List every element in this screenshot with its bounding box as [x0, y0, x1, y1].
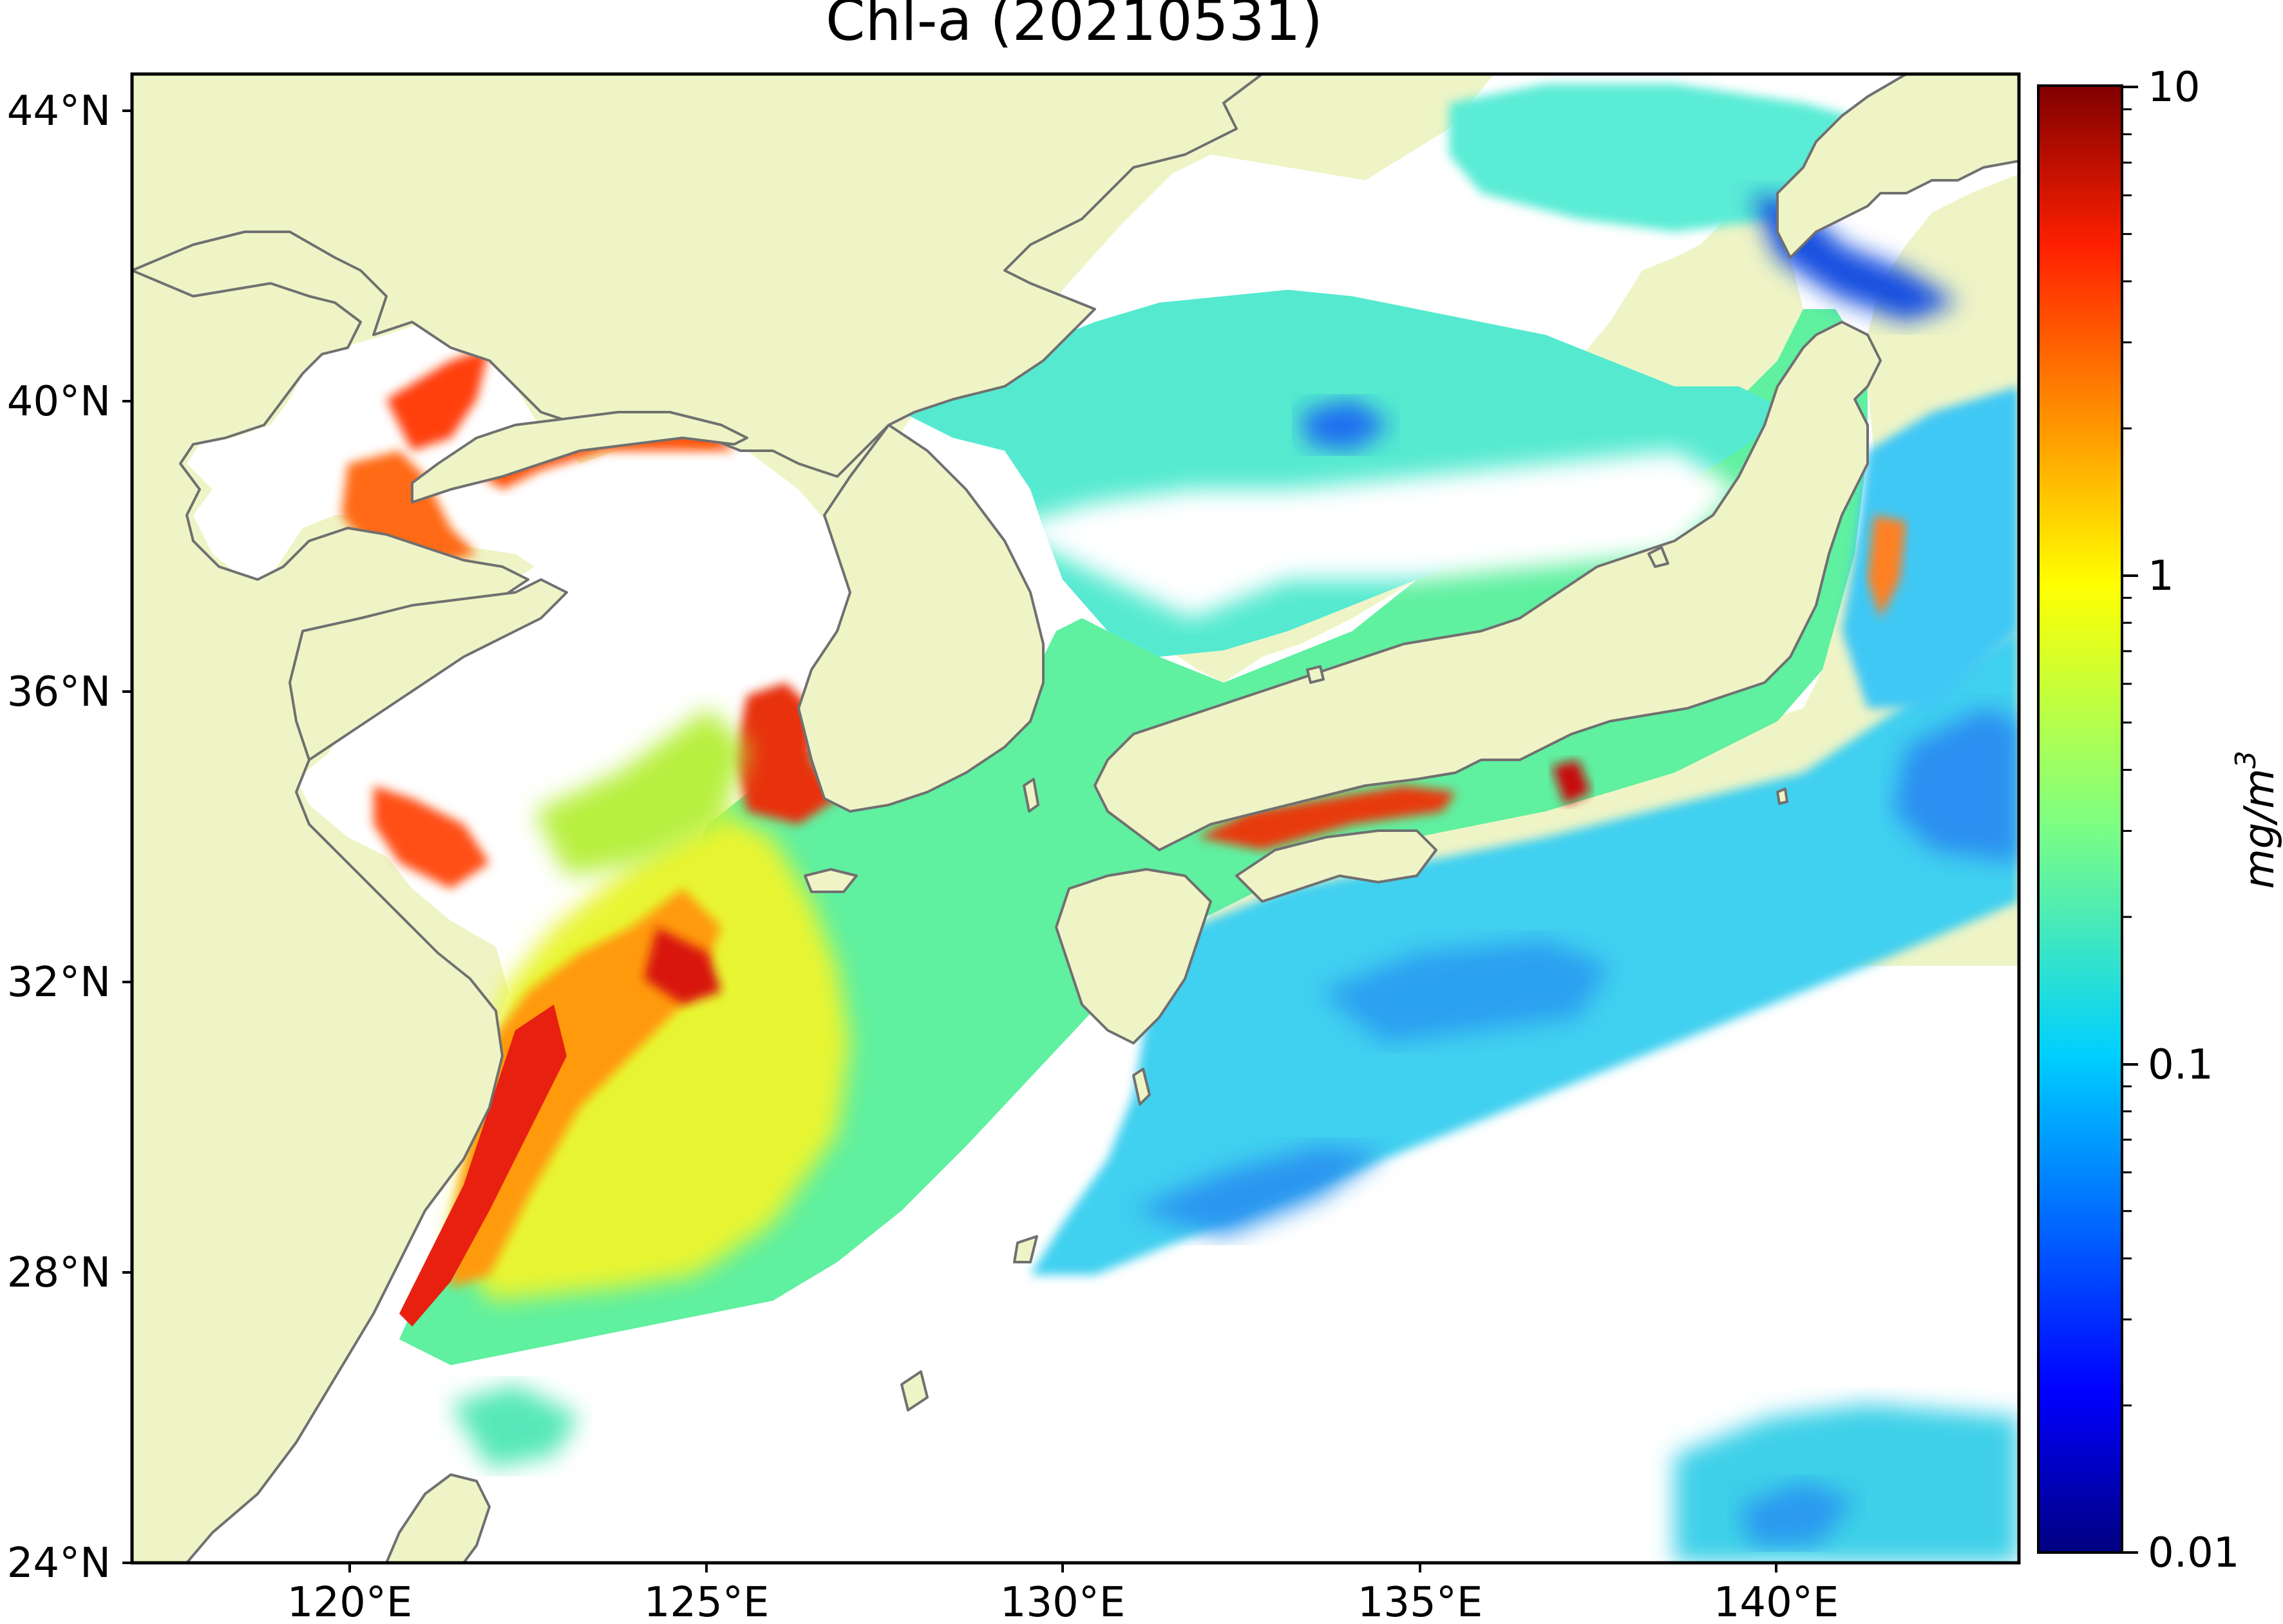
colorbar-labels: 10 1 0.1 0.01	[2148, 64, 2240, 1577]
lat-label: 36°N	[7, 668, 111, 716]
pacific-blue-patch	[1320, 940, 1610, 1043]
colorbar-label: 1	[2148, 552, 2174, 600]
colorbar-minor-ticks	[2122, 108, 2132, 1407]
kuroshio-east-field	[1842, 386, 2019, 708]
honshu	[1094, 321, 1882, 851]
lat-label: 44°N	[7, 88, 111, 135]
lon-label: 130°E	[1000, 1579, 1126, 1624]
sea-of-japan-gap	[1005, 451, 1739, 618]
colorbar-gradient	[2037, 84, 2123, 1554]
colorbar-unit: mg/m3	[2230, 751, 2283, 889]
sea-of-japan-blue-patch	[1301, 399, 1391, 451]
lon-axis	[348, 1563, 1777, 1572]
changjiang-plume	[644, 927, 721, 1005]
shikoku	[1235, 829, 1437, 903]
shandong-peninsula	[289, 578, 568, 761]
colorbar-unit-base: mg/m	[2236, 769, 2283, 889]
yellow-sea-green	[535, 708, 747, 876]
liaodong-peninsula	[411, 411, 748, 504]
lat-label: 40°N	[7, 378, 111, 426]
amami-island	[1013, 1235, 1038, 1263]
pacific-southern-blue	[1133, 1146, 1385, 1236]
hokkaido	[1776, 74, 2019, 259]
ise-bay-red	[1552, 760, 1591, 805]
colorbar-ticks	[2122, 86, 2138, 1554]
izu-island	[1776, 788, 1788, 805]
ecs-yellow-field	[451, 811, 850, 1301]
kyushu	[1055, 868, 1212, 1044]
jeju-island	[804, 868, 858, 893]
colorbar-label: 10	[2148, 64, 2200, 111]
eddy-blue	[1893, 708, 2019, 863]
lon-labels: 120°E 125°E 130°E 135°E 140°E	[287, 1579, 1839, 1624]
lon-label: 140°E	[1714, 1579, 1839, 1624]
lon-label: 120°E	[287, 1579, 413, 1624]
oki-island	[1306, 665, 1325, 684]
lat-label: 24°N	[7, 1540, 111, 1587]
lat-label: 32°N	[7, 959, 111, 1006]
lon-label: 135°E	[1358, 1579, 1483, 1624]
south-scatter-3	[1739, 1481, 1855, 1545]
okinawa-island	[900, 1370, 929, 1412]
colorbar: 10 1 0.1 0.01 mg/m3	[2037, 64, 2283, 1577]
land-masses	[132, 74, 2019, 1563]
sanriku-coast-orange	[1868, 515, 1906, 618]
seto-coast-red	[1198, 786, 1455, 850]
sado-island	[1647, 546, 1669, 568]
ecs-red-coast	[399, 1005, 567, 1327]
yellow-sea-orange	[374, 786, 489, 889]
tsushima-island	[1023, 778, 1039, 813]
bohai-north-red	[386, 348, 489, 451]
lon-label: 125°E	[644, 1579, 770, 1624]
colorbar-label: 0.1	[2148, 1041, 2213, 1089]
map-frame	[130, 72, 2021, 1565]
colorbar-unit-superscript: 3	[2230, 751, 2262, 769]
map-panel	[132, 74, 2019, 1563]
map-title: Chl-a (20210531)	[826, 0, 1323, 53]
ecs-orange-field	[451, 889, 721, 1288]
lat-labels: 44°N 40°N 36°N 32°N 28°N 24°N	[7, 88, 111, 1587]
south-scatter-2	[451, 1384, 580, 1468]
korea-south	[797, 424, 1045, 813]
lat-label: 28°N	[7, 1249, 111, 1297]
taiwan	[385, 1473, 491, 1563]
colorbar-label: 0.01	[2148, 1529, 2240, 1577]
lat-axis	[122, 109, 132, 1564]
tanegashima-island	[1132, 1068, 1151, 1106]
